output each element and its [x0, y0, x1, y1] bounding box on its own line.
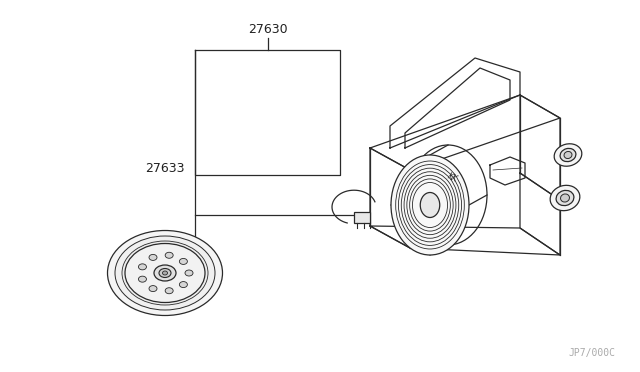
Ellipse shape — [159, 269, 171, 278]
Ellipse shape — [561, 194, 570, 202]
Ellipse shape — [165, 288, 173, 294]
Ellipse shape — [149, 254, 157, 260]
Ellipse shape — [165, 252, 173, 258]
Text: KK: KK — [445, 172, 458, 184]
Ellipse shape — [560, 148, 576, 161]
Ellipse shape — [115, 236, 215, 310]
Bar — [354, 212, 370, 223]
Ellipse shape — [420, 192, 440, 218]
Text: 27633: 27633 — [145, 161, 184, 174]
Ellipse shape — [149, 286, 157, 292]
Ellipse shape — [179, 259, 188, 264]
Ellipse shape — [138, 264, 147, 270]
Ellipse shape — [163, 271, 168, 275]
Ellipse shape — [125, 244, 205, 302]
Text: 27630: 27630 — [248, 23, 288, 36]
Ellipse shape — [550, 185, 580, 211]
Ellipse shape — [138, 276, 147, 282]
Ellipse shape — [554, 144, 582, 166]
Ellipse shape — [185, 270, 193, 276]
Ellipse shape — [122, 241, 208, 305]
Ellipse shape — [564, 151, 572, 158]
Ellipse shape — [154, 265, 176, 281]
Ellipse shape — [391, 155, 469, 255]
Ellipse shape — [108, 231, 223, 315]
Text: JP7/000C: JP7/000C — [568, 348, 615, 358]
Ellipse shape — [179, 282, 188, 288]
Ellipse shape — [556, 190, 574, 206]
